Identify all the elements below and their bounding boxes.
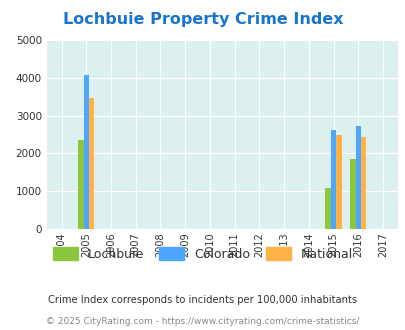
- Legend: Lochbuie, Colorado, National: Lochbuie, Colorado, National: [48, 242, 357, 266]
- Bar: [335, 135, 341, 229]
- Bar: [83, 76, 89, 229]
- Bar: [325, 187, 330, 229]
- Text: Lochbuie Property Crime Index: Lochbuie Property Crime Index: [62, 12, 343, 26]
- Text: Crime Index corresponds to incidents per 100,000 inhabitants: Crime Index corresponds to incidents per…: [48, 295, 357, 305]
- Bar: [330, 130, 335, 229]
- Bar: [360, 137, 366, 229]
- Text: © 2025 CityRating.com - https://www.cityrating.com/crime-statistics/: © 2025 CityRating.com - https://www.city…: [46, 317, 359, 326]
- Bar: [355, 126, 360, 229]
- Bar: [89, 98, 94, 229]
- Bar: [349, 159, 355, 229]
- Bar: [78, 140, 83, 229]
